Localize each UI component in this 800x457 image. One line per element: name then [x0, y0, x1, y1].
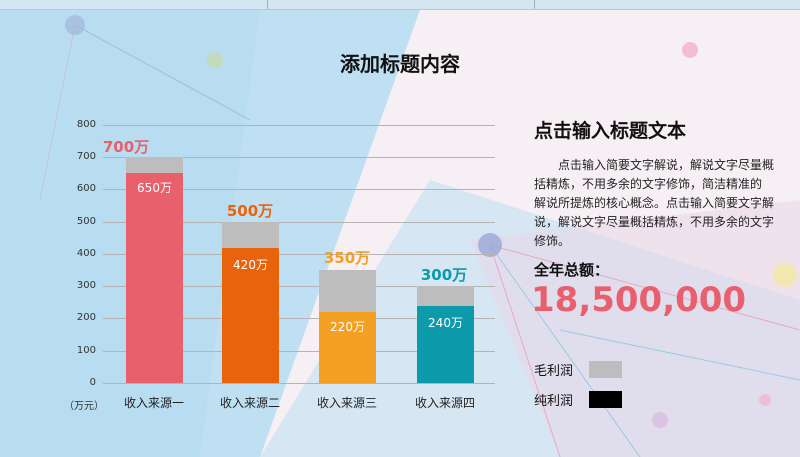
strip-divider [534, 0, 535, 9]
net-profit-bar [417, 306, 474, 383]
bar-source-1: 650万 [126, 157, 183, 383]
category-label: 收入来源三 [316, 396, 377, 410]
annual-total-label: 全年总额： [534, 261, 610, 279]
gridline [103, 318, 495, 319]
gridline [103, 125, 495, 126]
net-value-label: 220万 [330, 320, 365, 334]
legend-label-gross: 毛利润 [534, 364, 574, 379]
y-tick: 800 [76, 119, 96, 130]
side-description: 点击输入简要文字解说，解说文字尽量概括精炼，不用多余的文字修饰，简洁精准的 解说… [534, 156, 774, 251]
net-value-label: 240万 [428, 316, 463, 330]
y-tick: 0 [89, 377, 96, 388]
gross-value-label: 350万 [323, 249, 371, 267]
y-tick: 400 [76, 248, 96, 259]
legend-swatch-net [589, 391, 622, 408]
net-value-label: 420万 [233, 258, 268, 272]
gridline [103, 286, 495, 287]
gross-value-label: 300万 [420, 266, 468, 284]
gross-value-label: 500万 [226, 202, 274, 220]
gridline [103, 189, 495, 190]
gross-value-label: 700万 [102, 138, 150, 156]
description-text: 点击输入简要文字解说，解说文字尽量概括精炼，不用多余的文字修饰，简洁精准的 解说… [534, 158, 775, 248]
bar-chart: 800 700 600 500 400 300 200 100 0 （万元） 7… [60, 110, 510, 420]
bar-source-2: 420万 [222, 222, 279, 383]
gridline [103, 157, 495, 158]
bar-source-4: 240万 [417, 286, 474, 383]
gridline [103, 351, 495, 352]
net-profit-bar [222, 248, 279, 383]
gridline [103, 222, 495, 223]
gridline [103, 254, 495, 255]
strip-divider [267, 0, 268, 9]
y-axis-unit: （万元） [64, 401, 104, 412]
y-tick: 700 [76, 151, 96, 162]
net-profit-bar [126, 173, 183, 383]
legend-swatch-gross [589, 361, 622, 378]
y-tick: 100 [76, 345, 96, 356]
category-label: 收入来源四 [414, 396, 475, 410]
side-heading: 点击输入标题文本 [534, 120, 687, 142]
legend-label-net: 纯利润 [534, 394, 574, 409]
slide-title: 添加标题内容 [340, 52, 460, 76]
y-tick: 600 [76, 183, 96, 194]
net-value-label: 650万 [137, 181, 172, 195]
category-label: 收入来源一 [123, 396, 184, 410]
net-profit-bar [319, 312, 376, 383]
gridline [103, 383, 495, 384]
annual-total-value: 18,500,000 [531, 280, 747, 320]
category-label: 收入来源二 [219, 396, 280, 410]
y-tick: 300 [76, 280, 96, 291]
y-tick: 500 [76, 216, 96, 227]
y-tick: 200 [76, 312, 96, 323]
bar-source-3: 220万 [319, 270, 376, 383]
top-thumbnail-strip [0, 0, 800, 10]
